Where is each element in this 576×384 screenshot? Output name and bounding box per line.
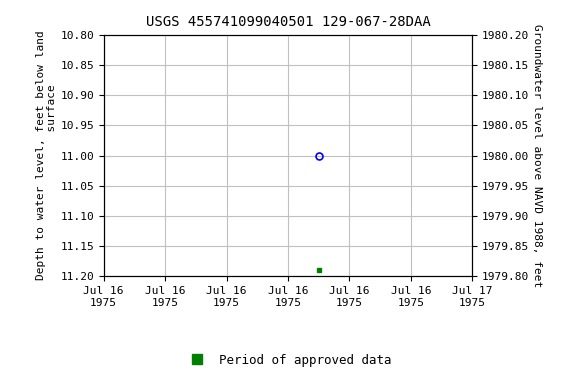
Y-axis label: Depth to water level, feet below land
              surface: Depth to water level, feet below land su… xyxy=(36,31,58,280)
Y-axis label: Groundwater level above NAVD 1988, feet: Groundwater level above NAVD 1988, feet xyxy=(532,24,542,287)
Legend: Period of approved data: Period of approved data xyxy=(179,349,397,372)
Title: USGS 455741099040501 129-067-28DAA: USGS 455741099040501 129-067-28DAA xyxy=(146,15,430,29)
